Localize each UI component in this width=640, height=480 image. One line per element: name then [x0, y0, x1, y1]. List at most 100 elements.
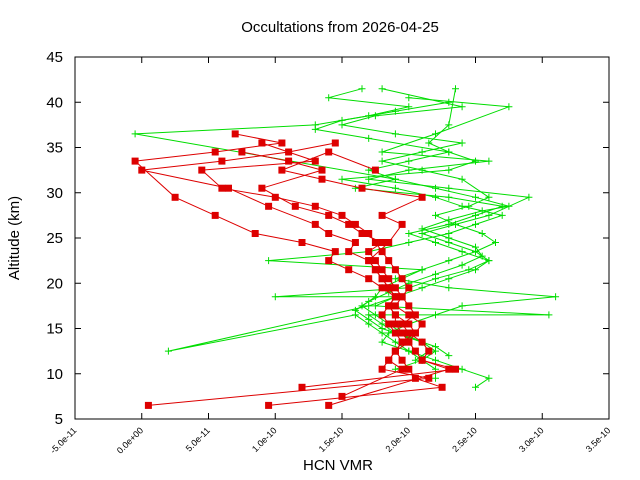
data-point: [338, 211, 346, 219]
y-tick-label: 15: [46, 321, 63, 338]
data-point: [331, 139, 339, 147]
data-point: [411, 311, 419, 319]
data-point: [398, 338, 406, 346]
data-point: [385, 284, 393, 292]
data-point: [391, 184, 399, 192]
data-point: [298, 383, 306, 391]
data-point: [405, 239, 413, 246]
data-point: [351, 239, 359, 246]
data-point: [478, 207, 486, 215]
data-point: [378, 275, 386, 283]
data-point: [405, 365, 413, 373]
data-point: [458, 175, 466, 183]
data-point: [458, 365, 466, 373]
data-point: [325, 230, 333, 237]
data-point: [371, 266, 379, 274]
data-point: [405, 329, 413, 337]
data-point: [358, 85, 366, 93]
data-point: [472, 220, 479, 228]
data-point: [331, 248, 339, 256]
data-point: [432, 211, 439, 219]
data-point: [311, 220, 319, 228]
data-point: [211, 148, 219, 156]
data-point: [198, 166, 206, 174]
data-point: [391, 338, 399, 346]
x-axis-label: HCN VMR: [303, 457, 373, 474]
data-point: [391, 311, 399, 319]
data-point: [365, 134, 373, 142]
data-point: [291, 202, 299, 210]
data-point: [164, 347, 172, 355]
data-point: [545, 311, 553, 319]
data-point: [432, 374, 439, 382]
data-point: [365, 175, 373, 183]
data-point: [398, 220, 406, 228]
data-point: [418, 356, 426, 364]
data-point: [265, 257, 273, 265]
data-point: [391, 130, 399, 138]
data-point: [378, 311, 386, 319]
data-point: [358, 184, 366, 192]
data-point: [445, 365, 453, 373]
data-point: [432, 184, 439, 192]
data-point: [385, 275, 393, 283]
data-point: [465, 202, 473, 210]
data-point: [365, 248, 373, 256]
data-point: [398, 329, 406, 337]
data-point: [398, 293, 406, 301]
data-point: [218, 184, 226, 192]
profile-line: [268, 88, 556, 388]
data-point: [425, 347, 433, 355]
data-point: [258, 184, 266, 192]
data-point: [445, 193, 453, 201]
data-point: [265, 202, 273, 210]
data-point: [391, 175, 399, 183]
data-point: [231, 130, 239, 138]
data-point: [365, 297, 373, 305]
data-point: [505, 103, 513, 111]
data-point: [378, 284, 386, 292]
data-point: [445, 121, 453, 129]
data-point: [211, 211, 219, 219]
data-point: [311, 125, 319, 133]
data-point: [378, 157, 386, 165]
data-point: [418, 338, 426, 346]
data-point: [325, 401, 333, 409]
data-point: [425, 374, 433, 382]
data-point: [411, 347, 419, 355]
chart-title: Occultations from 2026-04-25: [241, 19, 439, 36]
data-point: [405, 302, 413, 310]
data-point: [325, 94, 333, 102]
data-point: [318, 166, 326, 174]
plot-area: [131, 85, 560, 409]
y-axis-label: Altitude (km): [6, 196, 23, 280]
data-point: [278, 139, 286, 147]
data-point: [311, 202, 319, 210]
data-point: [278, 166, 286, 174]
data-point: [365, 315, 373, 323]
data-point: [371, 166, 379, 174]
data-point: [432, 356, 439, 364]
data-point: [371, 239, 379, 246]
data-point: [351, 220, 359, 228]
data-point: [418, 166, 426, 174]
data-point: [478, 252, 486, 260]
data-point: [358, 230, 366, 237]
data-point: [472, 243, 479, 251]
data-point: [445, 166, 453, 174]
data-point: [445, 184, 453, 192]
series-0: [131, 85, 560, 391]
profile-line: [135, 88, 503, 379]
data-point: [445, 216, 453, 224]
data-point: [285, 157, 293, 165]
data-point: [398, 275, 406, 283]
data-point: [505, 202, 513, 210]
data-point: [445, 284, 453, 292]
data-point: [445, 257, 453, 265]
data-point: [391, 293, 399, 301]
data-point: [485, 374, 493, 382]
data-point: [405, 347, 413, 355]
data-point: [452, 85, 459, 93]
data-point: [458, 248, 466, 256]
